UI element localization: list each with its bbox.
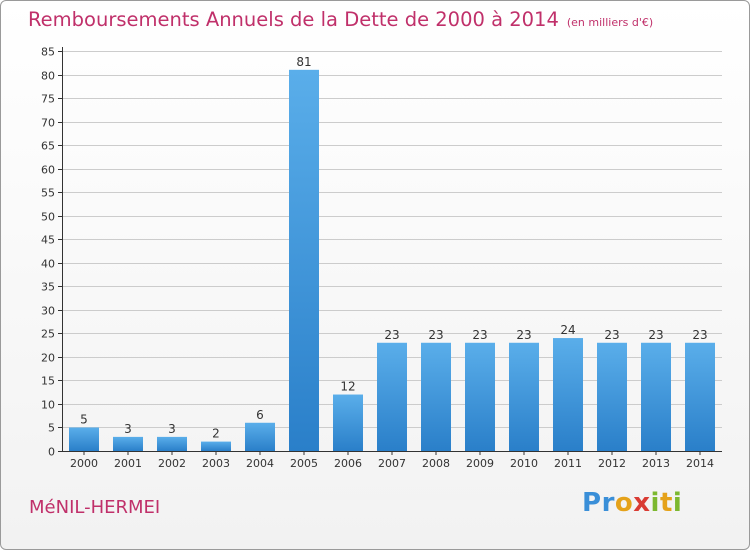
bar-2008 bbox=[421, 342, 451, 451]
chart-title: Remboursements Annuels de la Dette de 20… bbox=[28, 8, 559, 31]
x-tick-label: 2003 bbox=[202, 457, 230, 470]
x-tick-label: 2011 bbox=[554, 457, 582, 470]
bar-2012 bbox=[597, 342, 627, 451]
x-tick-label: 2005 bbox=[290, 457, 318, 470]
y-tick-label: 5 bbox=[48, 422, 55, 435]
proxiti-logo: Proxiti bbox=[582, 488, 683, 518]
x-tick-label: 2007 bbox=[378, 457, 406, 470]
y-tick-label: 30 bbox=[41, 305, 55, 318]
x-tick-label: 2000 bbox=[70, 457, 98, 470]
bar-2010 bbox=[509, 342, 539, 451]
bar-2000 bbox=[69, 427, 99, 451]
commune-name: MéNIL-HERMEI bbox=[29, 497, 161, 518]
x-tick-label: 2013 bbox=[642, 457, 670, 470]
bar-value-label: 81 bbox=[296, 55, 311, 69]
x-tick-label: 2004 bbox=[246, 457, 274, 470]
bar-value-label: 6 bbox=[256, 408, 264, 422]
x-tick-label: 2010 bbox=[510, 457, 538, 470]
y-tick-label: 25 bbox=[41, 328, 55, 341]
bar-value-label: 23 bbox=[384, 328, 399, 342]
x-tick-label: 2009 bbox=[466, 457, 494, 470]
bar-2004 bbox=[245, 422, 275, 451]
x-tick-label: 2006 bbox=[334, 457, 362, 470]
bar-2014 bbox=[685, 342, 715, 451]
y-tick-label: 35 bbox=[41, 281, 55, 294]
bar-value-label: 2 bbox=[212, 427, 220, 441]
bar-2006 bbox=[333, 394, 363, 451]
y-tick-label: 50 bbox=[41, 211, 55, 224]
bar-value-label: 23 bbox=[516, 328, 531, 342]
y-tick-label: 85 bbox=[41, 46, 55, 59]
y-tick-label: 75 bbox=[41, 93, 55, 106]
y-tick-label: 55 bbox=[41, 187, 55, 200]
y-tick-label: 10 bbox=[41, 399, 55, 412]
x-tick-label: 2014 bbox=[686, 457, 714, 470]
bar-2005 bbox=[289, 69, 319, 451]
x-tick-label: 2012 bbox=[598, 457, 626, 470]
x-tick-label: 2002 bbox=[158, 457, 186, 470]
x-tick-label: 2008 bbox=[422, 457, 450, 470]
bar-2002 bbox=[157, 436, 187, 451]
bar-value-label: 23 bbox=[692, 328, 707, 342]
bar-2013 bbox=[641, 342, 671, 451]
y-tick-label: 70 bbox=[41, 117, 55, 130]
y-tick-label: 20 bbox=[41, 352, 55, 365]
y-tick-label: 15 bbox=[41, 375, 55, 388]
bar-2001 bbox=[113, 436, 143, 451]
bar-value-label: 12 bbox=[340, 380, 355, 394]
y-tick-label: 45 bbox=[41, 234, 55, 247]
bar-2003 bbox=[201, 441, 231, 451]
y-tick-label: 65 bbox=[41, 140, 55, 153]
bar-value-label: 3 bbox=[124, 422, 132, 436]
bar-value-label: 23 bbox=[428, 328, 443, 342]
bars: 5 3 3 2 6 81 12 23 23 23 23 24 23 23 23 bbox=[69, 55, 715, 451]
y-tick-label: 80 bbox=[41, 70, 55, 83]
bar-2009 bbox=[465, 342, 495, 451]
y-tick-label: 40 bbox=[41, 258, 55, 271]
bar-value-label: 23 bbox=[648, 328, 663, 342]
bar-value-label: 5 bbox=[80, 412, 88, 426]
chart-unit-label: (en milliers d'€) bbox=[566, 16, 654, 29]
bar-value-label: 24 bbox=[560, 323, 575, 337]
bar-value-label: 23 bbox=[472, 328, 487, 342]
bar-2011 bbox=[553, 338, 583, 451]
bar-value-label: 3 bbox=[168, 422, 176, 436]
x-tick-label: 2001 bbox=[114, 457, 142, 470]
bar-2007 bbox=[377, 342, 407, 451]
y-tick-label: 60 bbox=[41, 164, 55, 177]
chart-title-block: Remboursements Annuels de la Dette de 20… bbox=[28, 8, 653, 31]
y-tick-label: 0 bbox=[48, 446, 55, 459]
bar-value-label: 23 bbox=[604, 328, 619, 342]
